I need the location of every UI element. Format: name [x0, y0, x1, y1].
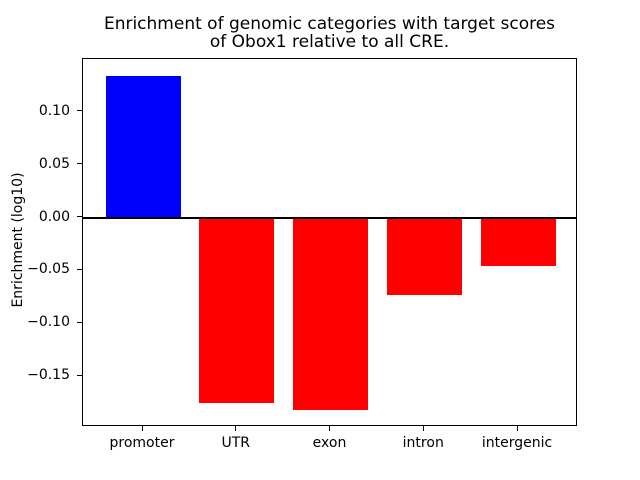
- bar-UTR: [199, 217, 275, 403]
- x-tick-mark: [329, 426, 330, 431]
- chart-title: Enrichment of genomic categories with ta…: [103, 14, 556, 52]
- x-tick-label-exon: exon: [312, 435, 347, 451]
- y-tick-mark: [77, 110, 82, 112]
- x-tick-mark: [422, 426, 424, 431]
- bar-promoter: [105, 75, 181, 218]
- plot-area: [82, 58, 577, 426]
- x-tick-label-intron: intron: [402, 435, 444, 451]
- y-tick-mark: [77, 374, 82, 376]
- y-tick-label: 0.00: [38, 208, 70, 225]
- zero-axhline: [83, 216, 576, 219]
- x-tick-label-intergenic: intergenic: [481, 435, 553, 451]
- y-tick-label: −0.15: [27, 367, 70, 384]
- x-tick-mark: [141, 426, 143, 431]
- x-tick-mark: [516, 426, 518, 431]
- y-tick-label: −0.10: [27, 314, 70, 331]
- bar-intergenic: [480, 217, 556, 267]
- y-tick-label: −0.05: [27, 261, 70, 278]
- bar-exon: [293, 217, 368, 411]
- y-tick-label: 0.05: [38, 155, 70, 172]
- y-tick-mark: [77, 321, 82, 323]
- bar-intron: [386, 217, 462, 295]
- y-tick-mark: [77, 268, 82, 270]
- y-tick-mark: [77, 216, 82, 218]
- x-tick-label-UTR: UTR: [221, 435, 251, 451]
- x-tick-mark: [235, 426, 237, 431]
- y-tick-label: 0.10: [38, 102, 70, 119]
- x-tick-label-promoter: promoter: [109, 435, 175, 451]
- y-tick-mark: [77, 163, 82, 165]
